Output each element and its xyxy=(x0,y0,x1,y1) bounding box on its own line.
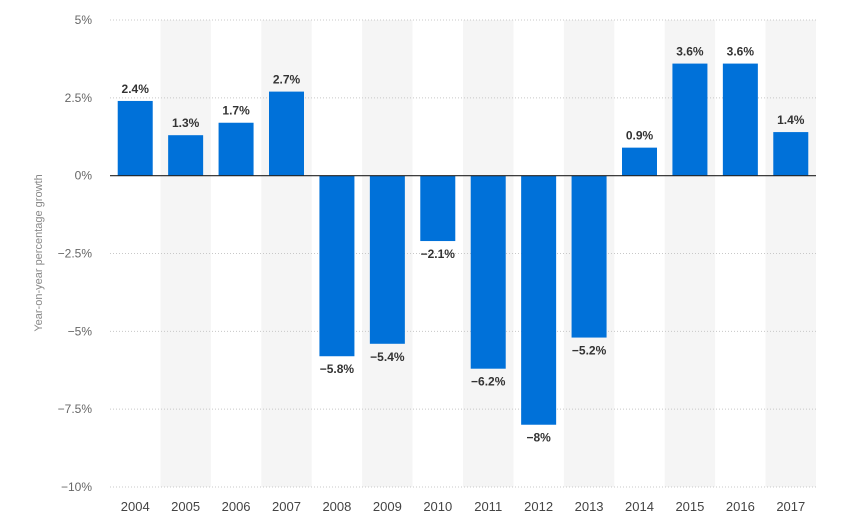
bar xyxy=(571,175,607,338)
x-tick-label: 2006 xyxy=(222,499,251,514)
bar xyxy=(319,175,355,357)
bar xyxy=(218,122,254,176)
y-tick-label: 5% xyxy=(75,13,93,27)
bar xyxy=(420,175,456,242)
y-tick-label: −5% xyxy=(68,324,93,338)
x-tick-label: 2013 xyxy=(575,499,604,514)
data-label: 2.7% xyxy=(273,73,301,87)
x-tick-label: 2011 xyxy=(474,499,502,514)
x-tick-label: 2004 xyxy=(121,499,150,514)
x-tick-label: 2012 xyxy=(524,499,553,514)
x-tick-label: 2008 xyxy=(322,499,351,514)
bars xyxy=(117,63,809,425)
x-tick-label: 2016 xyxy=(726,499,755,514)
data-label: 0.9% xyxy=(626,129,654,143)
y-tick-label: 2.5% xyxy=(65,91,93,105)
x-tick-labels: 2004 2005 2006 2007 2008 2009 2010 2011 2012 2013… xyxy=(121,499,805,514)
bar xyxy=(722,63,758,176)
x-tick-label: 2017 xyxy=(776,499,805,514)
data-label: 3.6% xyxy=(676,45,704,59)
data-label: −5.4% xyxy=(370,350,405,364)
data-label: −6.2% xyxy=(471,375,506,389)
data-label: 1.7% xyxy=(222,104,250,118)
bar xyxy=(369,175,405,344)
bar xyxy=(622,147,657,176)
column-band xyxy=(261,20,312,487)
data-label: 2.4% xyxy=(122,82,150,96)
bar xyxy=(117,100,153,176)
bar xyxy=(521,175,557,425)
y-tick-label: −7.5% xyxy=(58,402,93,416)
gridlines xyxy=(110,19,816,488)
data-label: −2.1% xyxy=(421,247,456,261)
x-tick-label: 2007 xyxy=(272,499,301,514)
data-label: 1.3% xyxy=(172,116,200,130)
y-tick-label: 0% xyxy=(75,169,93,183)
data-label: −8% xyxy=(526,431,551,445)
y-tick-labels: 5% 2.5% 0% −2.5% −5% −7.5% −10% xyxy=(58,13,93,494)
x-tick-label: 2015 xyxy=(675,499,704,514)
y-tick-label: −2.5% xyxy=(58,247,93,261)
data-label: −5.2% xyxy=(572,344,607,358)
bar xyxy=(773,132,809,176)
x-tick-label: 2014 xyxy=(625,499,654,514)
x-tick-label: 2005 xyxy=(171,499,200,514)
bar xyxy=(672,63,708,176)
data-label: −5.8% xyxy=(320,362,355,376)
bar xyxy=(168,135,204,176)
bar xyxy=(470,175,506,369)
bar xyxy=(269,91,304,176)
data-labels: 2.4% 1.3% 1.7% 2.7% −5.8% −5.4% −2.1% −6.2% −8% −… xyxy=(122,45,805,445)
x-tick-label: 2009 xyxy=(373,499,402,514)
data-label: 3.6% xyxy=(727,45,755,59)
y-tick-label: −10% xyxy=(61,480,92,494)
x-tick-label: 2010 xyxy=(423,499,452,514)
y-axis-title: Year-on-year percentage growth xyxy=(33,174,45,331)
data-label: 1.4% xyxy=(777,113,805,127)
